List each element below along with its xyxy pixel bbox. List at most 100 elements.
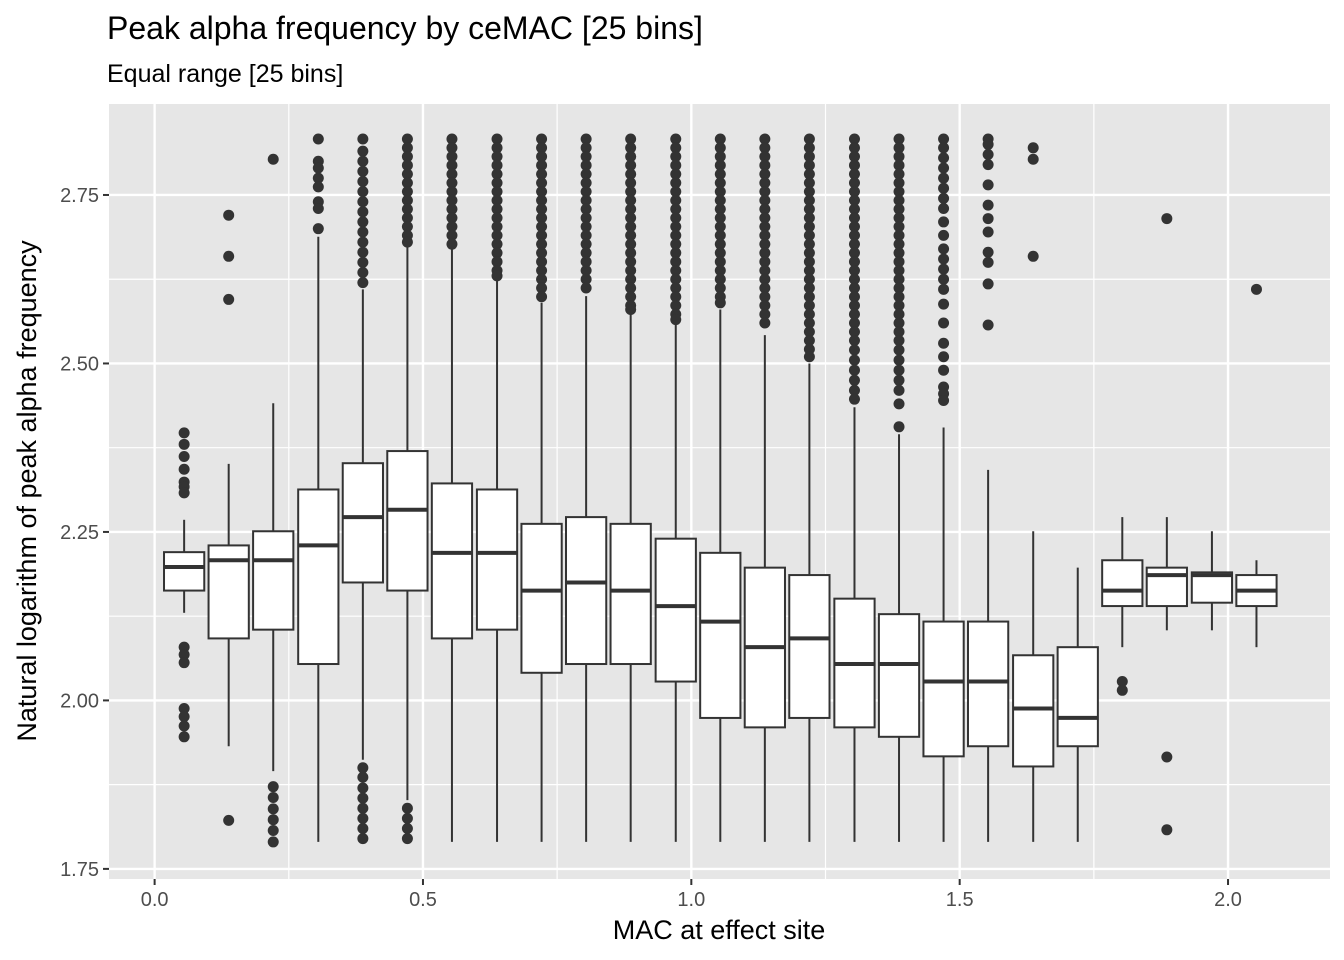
outlier-point bbox=[848, 142, 860, 154]
box-group bbox=[430, 133, 474, 842]
outlier-point bbox=[491, 194, 503, 206]
outlier-point bbox=[803, 326, 815, 338]
outlier-point bbox=[938, 133, 950, 145]
outlier-point bbox=[357, 277, 369, 289]
outlier-point bbox=[536, 177, 548, 189]
outlier-point bbox=[401, 186, 413, 198]
outlier-point bbox=[982, 226, 994, 238]
outlier-point bbox=[893, 247, 905, 259]
outlier-point bbox=[536, 229, 548, 241]
outlier-point bbox=[357, 206, 369, 218]
box-group bbox=[922, 133, 965, 842]
outlier-point bbox=[893, 354, 905, 366]
outlier-point bbox=[893, 308, 905, 320]
outlier-point bbox=[625, 304, 637, 316]
outlier-point bbox=[446, 186, 458, 198]
outlier-point bbox=[580, 194, 592, 206]
outlier-point bbox=[178, 427, 190, 439]
outlier-point bbox=[670, 177, 682, 189]
outlier-point bbox=[357, 226, 369, 238]
outlier-point bbox=[848, 186, 860, 198]
outlier-point bbox=[625, 168, 637, 180]
outlier-point bbox=[491, 247, 503, 259]
box-iqr bbox=[475, 488, 519, 631]
outlier-point bbox=[357, 176, 369, 187]
outlier-point bbox=[982, 159, 994, 171]
box-iqr bbox=[654, 537, 697, 683]
outlier-point bbox=[267, 803, 279, 815]
outlier-point bbox=[357, 165, 369, 177]
outlier-point bbox=[803, 238, 815, 250]
outlier-point bbox=[848, 238, 860, 250]
outlier-point bbox=[759, 159, 771, 171]
y-tick-label: 2.00 bbox=[60, 690, 99, 712]
outlier-point bbox=[401, 203, 413, 215]
outlier-point bbox=[848, 317, 860, 329]
outlier-point bbox=[312, 172, 324, 184]
outlier-point bbox=[580, 168, 592, 180]
outlier-point bbox=[625, 142, 637, 154]
outlier-point bbox=[982, 278, 994, 290]
outlier-point bbox=[670, 221, 682, 233]
outlier-point bbox=[714, 177, 726, 189]
outlier-point bbox=[1161, 824, 1173, 836]
outlier-point bbox=[670, 186, 682, 198]
outlier-point bbox=[536, 194, 548, 206]
outlier-point bbox=[312, 181, 324, 193]
outlier-point bbox=[357, 833, 369, 845]
outlier-point bbox=[759, 133, 771, 145]
box-iqr bbox=[1190, 571, 1234, 604]
outlier-point bbox=[938, 253, 950, 265]
y-tick-label: 2.50 bbox=[60, 353, 99, 375]
outlier-point bbox=[670, 142, 682, 154]
outlier-point bbox=[536, 273, 548, 285]
outlier-point bbox=[893, 159, 905, 171]
outlier-point bbox=[401, 168, 413, 180]
outlier-point bbox=[491, 151, 503, 163]
outlier-point bbox=[580, 221, 592, 233]
box-group bbox=[966, 133, 1010, 842]
box-group bbox=[252, 153, 295, 848]
outlier-point bbox=[893, 133, 905, 145]
box-iqr bbox=[163, 551, 206, 592]
outlier-point bbox=[938, 172, 950, 184]
outlier-point bbox=[536, 186, 548, 198]
outlier-point bbox=[714, 238, 726, 250]
outlier-point bbox=[267, 791, 279, 803]
outlier-point bbox=[491, 256, 503, 268]
box-group bbox=[520, 133, 563, 842]
outlier-point bbox=[714, 247, 726, 259]
outlier-point bbox=[401, 151, 413, 163]
outlier-point bbox=[893, 194, 905, 206]
outlier-point bbox=[803, 317, 815, 329]
outlier-point bbox=[759, 229, 771, 241]
outlier-point bbox=[401, 833, 413, 845]
outlier-point bbox=[401, 812, 413, 824]
outlier-point bbox=[178, 463, 190, 475]
outlier-point bbox=[803, 264, 815, 276]
outlier-point bbox=[625, 177, 637, 189]
outlier-point bbox=[446, 142, 458, 154]
box-group bbox=[609, 133, 652, 842]
box-iqr bbox=[252, 530, 295, 631]
box-group bbox=[475, 133, 519, 842]
outlier-point bbox=[714, 264, 726, 276]
outlier-point bbox=[803, 221, 815, 233]
outlier-point bbox=[357, 256, 369, 268]
outlier-point bbox=[714, 194, 726, 206]
outlier-point bbox=[938, 202, 950, 214]
outlier-point bbox=[357, 266, 369, 278]
outlier-point bbox=[714, 229, 726, 241]
box-group bbox=[565, 133, 608, 842]
outlier-point bbox=[803, 351, 815, 363]
outlier-point bbox=[759, 308, 771, 320]
outlier-point bbox=[178, 487, 190, 499]
outlier-point bbox=[670, 264, 682, 276]
outlier-point bbox=[848, 374, 860, 386]
outlier-point bbox=[670, 314, 682, 326]
box-group bbox=[877, 133, 921, 842]
outlier-point bbox=[938, 273, 950, 285]
outlier-point bbox=[714, 273, 726, 285]
outlier-point bbox=[848, 133, 860, 145]
